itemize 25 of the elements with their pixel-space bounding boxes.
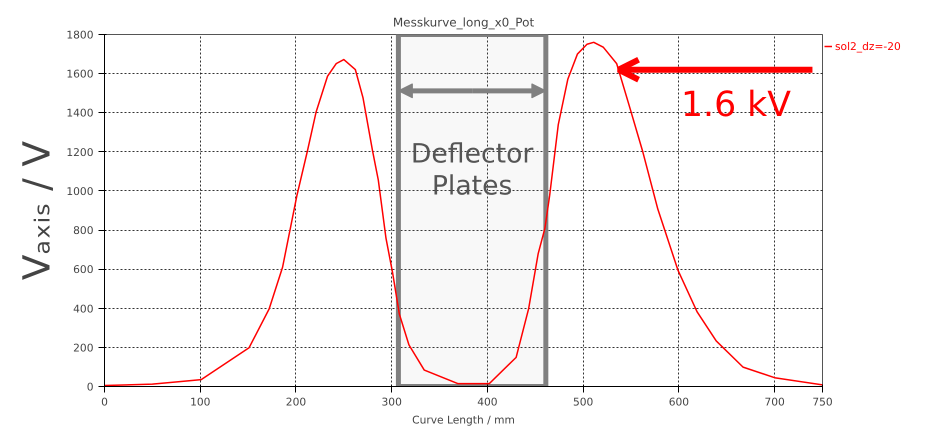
legend-label: sol2_dz=-20 (835, 40, 901, 52)
y-tick-label: 400 (73, 302, 94, 316)
y-tick-label: 0 (86, 380, 94, 394)
x-tick-label: 700 (764, 396, 786, 408)
y-tick-label: 1600 (66, 68, 94, 81)
x-tick-label: 750 (812, 396, 833, 408)
x-tick-label: 300 (382, 396, 402, 408)
y-tick-label: 1400 (66, 106, 94, 120)
annotation: 1.6 kV (681, 84, 792, 125)
y-tick-label: 1000 (66, 184, 94, 198)
y-tick-label: 1200 (66, 146, 94, 159)
y-axis-title: Vₐₓᵢₛ / V (14, 140, 58, 280)
chart-title: Messkurve_long_x0_Pot (392, 16, 534, 30)
x-tick-label: 200 (286, 396, 306, 408)
x-tick-label: 0 (101, 396, 108, 408)
y-tick-label: 800 (73, 224, 94, 238)
x-tick-label: 100 (190, 396, 211, 408)
x-tick-label: 400 (477, 396, 498, 408)
y-tick-label: 600 (73, 263, 94, 276)
x-tick-label: 600 (668, 396, 690, 408)
band-label: Deflector Plates (410, 138, 534, 202)
x-axis-title: Curve Length / mm (412, 414, 515, 426)
y-tick-label: 200 (73, 341, 94, 354)
x-tick-label: 500 (572, 396, 594, 408)
y-tick-label: 1800 (66, 28, 94, 42)
